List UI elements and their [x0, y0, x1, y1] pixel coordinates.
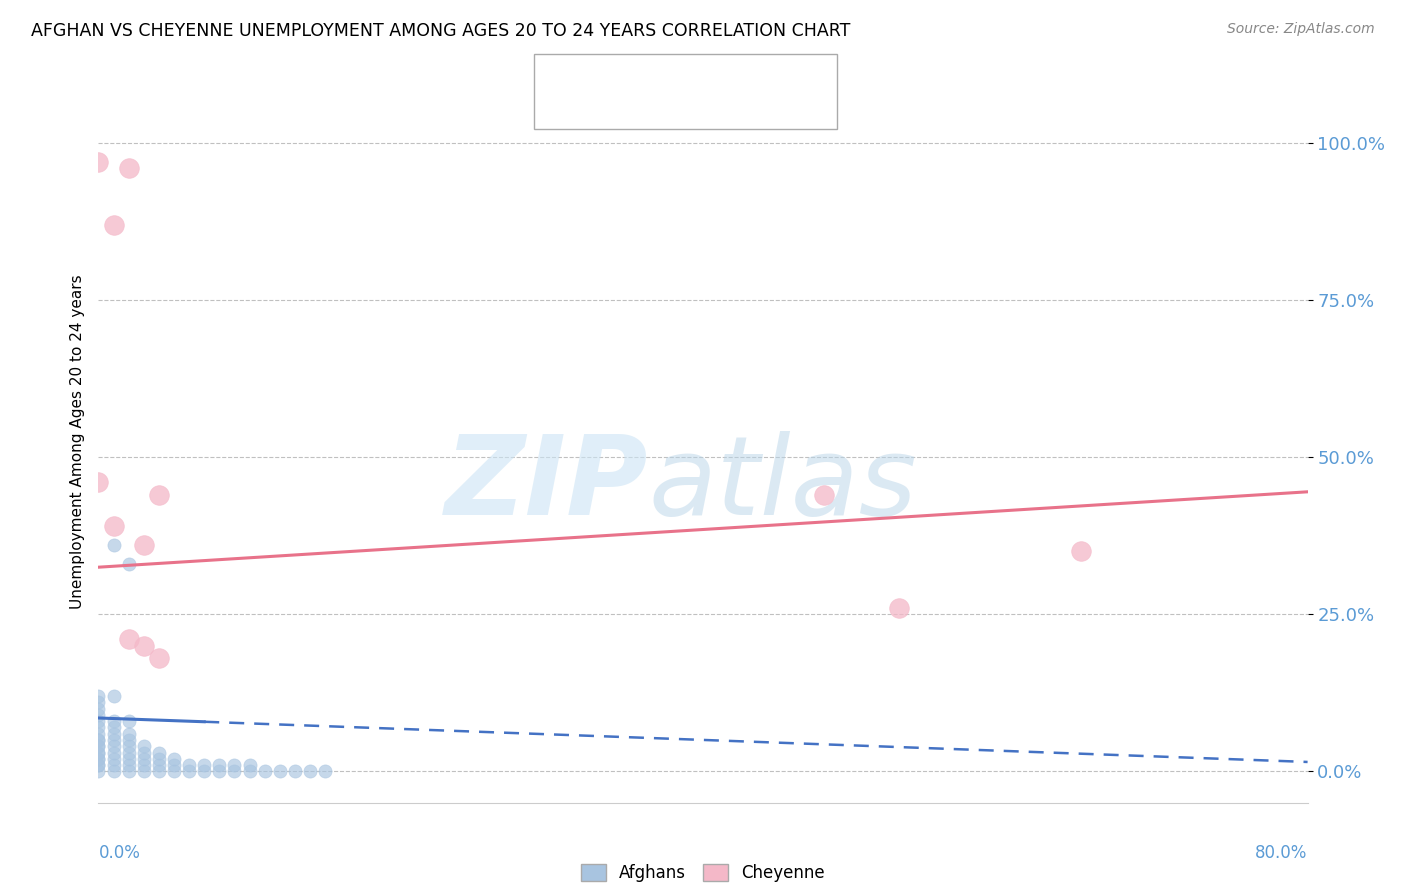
- Point: [103, 538, 125, 552]
- Point: [314, 764, 336, 779]
- Point: [87, 689, 110, 703]
- Point: [132, 538, 155, 552]
- Point: [148, 758, 170, 772]
- Point: [103, 720, 125, 734]
- Point: [87, 475, 110, 490]
- Point: [87, 727, 110, 741]
- Point: [239, 758, 262, 772]
- Point: [87, 752, 110, 766]
- Point: [103, 714, 125, 728]
- Point: [103, 758, 125, 772]
- Point: [118, 752, 141, 766]
- Point: [118, 746, 141, 760]
- Point: [179, 764, 201, 779]
- Point: [224, 758, 246, 772]
- Point: [118, 758, 141, 772]
- Point: [103, 739, 125, 754]
- Y-axis label: Unemployment Among Ages 20 to 24 years: Unemployment Among Ages 20 to 24 years: [69, 274, 84, 609]
- Point: [193, 758, 215, 772]
- Point: [118, 733, 141, 747]
- Point: [118, 739, 141, 754]
- Text: R =  0.092   N = 21: R = 0.092 N = 21: [588, 98, 758, 116]
- Point: [87, 155, 110, 169]
- Point: [87, 707, 110, 722]
- Point: [103, 746, 125, 760]
- Point: [148, 746, 170, 760]
- Point: [813, 488, 835, 502]
- Text: R = -0.053   N = 65: R = -0.053 N = 65: [588, 67, 759, 85]
- Point: [148, 651, 170, 665]
- Point: [239, 764, 262, 779]
- Point: [103, 689, 125, 703]
- Text: Source: ZipAtlas.com: Source: ZipAtlas.com: [1227, 22, 1375, 37]
- Point: [193, 764, 215, 779]
- Point: [103, 764, 125, 779]
- Point: [87, 764, 110, 779]
- Point: [179, 758, 201, 772]
- Point: [87, 758, 110, 772]
- Point: [87, 720, 110, 734]
- Point: [132, 746, 155, 760]
- Point: [118, 632, 141, 647]
- Point: [87, 695, 110, 709]
- Point: [224, 764, 246, 779]
- Point: [118, 714, 141, 728]
- Text: 80.0%: 80.0%: [1256, 844, 1308, 862]
- Point: [208, 764, 231, 779]
- Point: [87, 746, 110, 760]
- Point: [132, 639, 155, 653]
- Point: [87, 733, 110, 747]
- Text: 0.0%: 0.0%: [98, 844, 141, 862]
- Text: atlas: atlas: [648, 432, 917, 539]
- Point: [148, 488, 170, 502]
- Point: [118, 161, 141, 176]
- Point: [163, 758, 186, 772]
- Text: ZIP: ZIP: [446, 432, 648, 539]
- Point: [253, 764, 276, 779]
- Point: [163, 752, 186, 766]
- Point: [889, 601, 911, 615]
- Point: [103, 218, 125, 232]
- Point: [132, 752, 155, 766]
- Point: [132, 758, 155, 772]
- Text: AFGHAN VS CHEYENNE UNEMPLOYMENT AMONG AGES 20 TO 24 YEARS CORRELATION CHART: AFGHAN VS CHEYENNE UNEMPLOYMENT AMONG AG…: [31, 22, 851, 40]
- Point: [103, 727, 125, 741]
- Point: [103, 733, 125, 747]
- Point: [103, 752, 125, 766]
- Point: [87, 714, 110, 728]
- Point: [87, 739, 110, 754]
- Point: [208, 758, 231, 772]
- Point: [87, 752, 110, 766]
- Point: [299, 764, 322, 779]
- Point: [103, 519, 125, 533]
- Point: [132, 739, 155, 754]
- Point: [118, 727, 141, 741]
- Point: [163, 764, 186, 779]
- Point: [269, 764, 291, 779]
- Point: [87, 739, 110, 754]
- Point: [118, 764, 141, 779]
- Point: [148, 752, 170, 766]
- Point: [132, 764, 155, 779]
- Point: [87, 701, 110, 715]
- Point: [284, 764, 307, 779]
- Point: [87, 733, 110, 747]
- Point: [148, 764, 170, 779]
- Point: [1070, 544, 1092, 558]
- Point: [87, 758, 110, 772]
- Point: [118, 557, 141, 571]
- Point: [87, 746, 110, 760]
- Legend: Afghans, Cheyenne: Afghans, Cheyenne: [575, 857, 831, 888]
